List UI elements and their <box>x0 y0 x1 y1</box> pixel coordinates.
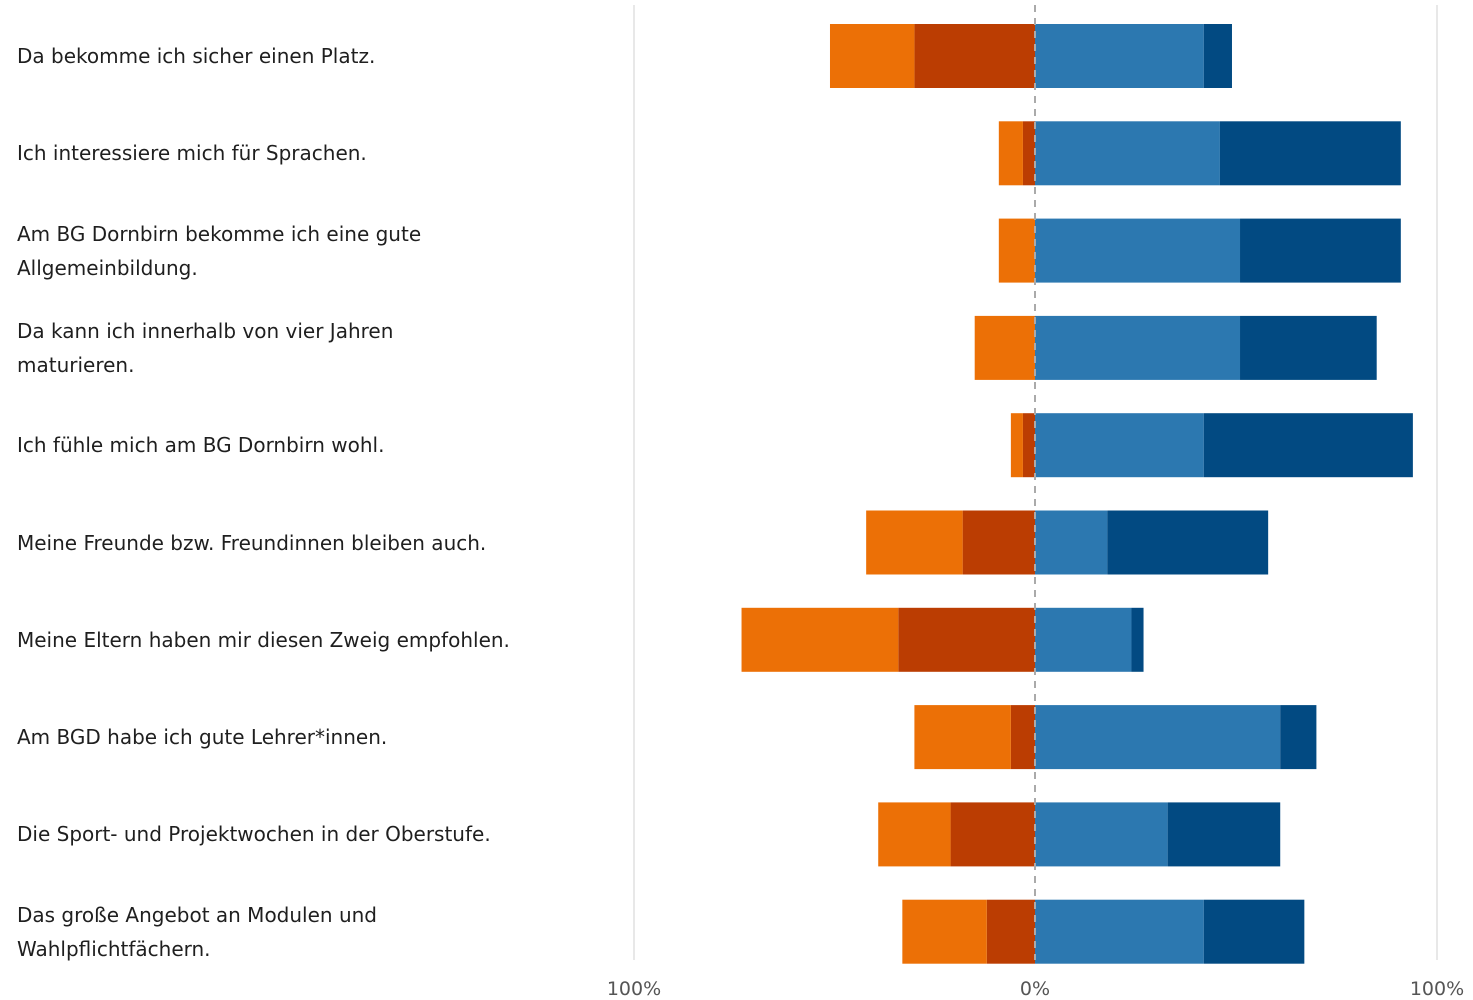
bar-segment <box>866 510 963 575</box>
bar-segment <box>1203 413 1413 478</box>
bar-segment <box>1035 315 1241 380</box>
bar-segment <box>1280 705 1317 770</box>
category-label: Ich fühle mich am BG Dornbirn wohl. <box>17 433 385 458</box>
bar-segment <box>741 607 899 672</box>
bar-segment <box>1022 413 1035 478</box>
bar-segment <box>914 705 1011 770</box>
bar-segment <box>878 802 951 867</box>
bars <box>741 24 1413 964</box>
bar-segment <box>1131 607 1144 672</box>
bar-segment <box>1022 121 1035 186</box>
category-label: Meine Eltern haben mir diesen Zweig empf… <box>17 627 510 652</box>
bar-segment <box>1035 510 1108 575</box>
x-tick-label: 100% <box>607 978 661 1000</box>
bar-segment <box>1167 802 1281 867</box>
category-label: Meine Freunde bzw. Freundinnen bleiben a… <box>17 530 487 555</box>
x-tick-label: 100% <box>1410 978 1464 1000</box>
bar-segment <box>986 899 1035 964</box>
bar-segment <box>1035 899 1204 964</box>
bar-segment <box>974 315 1035 380</box>
bar-segment <box>1240 218 1401 283</box>
bar-segment <box>1035 607 1132 672</box>
category-label: Am BGD habe ich gute Lehrer*innen. <box>17 725 388 750</box>
bar-segment <box>1219 121 1401 186</box>
bar-segment <box>1203 24 1232 88</box>
category-label: Das große Angebot an Modulen und Wahlpfl… <box>17 902 377 961</box>
category-label: Die Sport- und Projektwochen in der Ober… <box>17 822 491 847</box>
bar-segment <box>1035 705 1281 770</box>
bar-segment <box>1107 510 1269 575</box>
category-label: Am BG Dornbirn bekomme ich eine gute All… <box>17 221 422 280</box>
category-label: Da kann ich innerhalb von vier Jahren ma… <box>17 318 394 377</box>
bar-segment <box>962 510 1035 575</box>
bar-segment <box>829 24 915 88</box>
gridlines <box>633 5 1438 960</box>
bar-segment <box>1035 121 1220 186</box>
bar-segment <box>998 121 1023 186</box>
bar-segment <box>950 802 1035 867</box>
bar-segment <box>1035 218 1241 283</box>
bar-segment <box>1035 413 1204 478</box>
bar-segment <box>998 218 1035 283</box>
category-label: Ich interessiere mich für Sprachen. <box>17 141 367 166</box>
bar-segment <box>1035 24 1204 88</box>
bar-segment <box>1010 705 1035 770</box>
bar-segment <box>1240 315 1377 380</box>
bar-segment <box>898 607 1035 672</box>
bar-segment <box>1010 413 1023 478</box>
bar-segment <box>1203 899 1305 964</box>
bar-segment <box>1035 802 1168 867</box>
bar-segment <box>914 24 1035 88</box>
category-label: Da bekomme ich sicher einen Platz. <box>17 44 376 68</box>
x-tick-label: 0% <box>1020 978 1050 1000</box>
bar-segment <box>902 899 987 964</box>
